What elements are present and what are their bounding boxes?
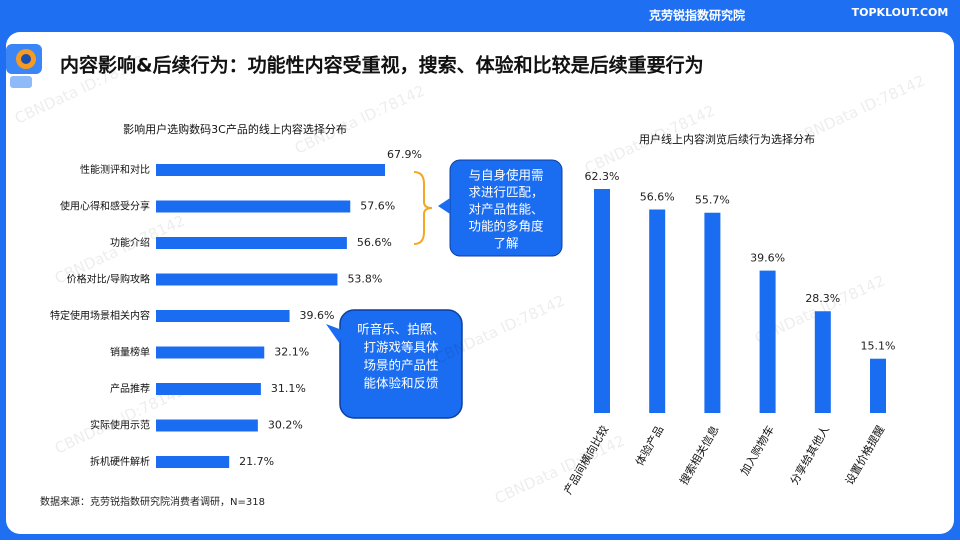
bar [814,311,831,413]
callout-text: 听音乐、拍照、 [357,322,445,337]
value-label: 53.8% [347,273,382,286]
callout-text: 求进行匹配， [468,185,543,200]
bar [156,346,265,359]
source: 数据来源：克劳锐指数研究院消费者调研，N=318 [40,495,265,508]
chart-title: 用户线上内容浏览后续行为选择分布 [639,132,815,146]
category-label: 拆机硬件解析 [90,455,150,468]
callout-text: 对产品性能、 [468,202,543,217]
bar [156,456,230,468]
bar [870,358,886,413]
bar [594,189,610,413]
value-label: 56.6% [640,190,675,203]
value-label: 39.6% [300,309,335,322]
category-label: 产品推荐 [110,382,150,395]
brand: 克劳锐指数研究院 [649,8,745,23]
value-label: 62.3% [585,170,620,183]
chart-title: 影响用户选购数码3C产品的线上内容选择分布 [123,122,347,136]
bar [156,237,347,249]
callout-text: 能体验和反馈 [363,376,438,391]
category-label: 使用心得和感受分享 [60,200,150,213]
page-title: 内容影响&后续行为：功能性内容受重视，搜索、体验和比较是后续重要行为 [60,54,704,77]
value-label: 67.9% [387,148,422,161]
value-label: 57.6% [360,200,395,213]
bar [156,383,261,395]
bar [156,310,290,322]
value-label: 31.1% [271,382,306,395]
callout-box [339,309,463,419]
logo: TOPKLOUT.COM [852,6,949,19]
category-label: 实际使用示范 [90,419,150,432]
category-label: 功能介绍 [110,236,150,249]
bar [156,273,338,286]
category-label: 价格对比/导购攻略 [67,273,150,286]
bar [759,270,776,413]
category-label: 性能测评和对比 [80,163,150,176]
value-label: 32.1% [274,346,309,359]
value-label: 15.1% [861,340,896,353]
icon [6,44,42,88]
callout-text: 打游戏等具体 [363,340,439,355]
bar [156,419,258,432]
callout-pointer [438,198,450,214]
value-label: 21.7% [239,455,274,468]
bar [156,164,385,176]
value-label: 39.6% [750,252,785,265]
bar [649,209,666,413]
value-label: 30.2% [268,419,303,432]
category-label: 特定使用场景相关内容 [50,309,150,322]
category-label: 销量榜单 [110,346,150,359]
callout-pointer [326,324,342,344]
brace [413,171,433,245]
callout-text: 场景的产品性 [363,358,438,373]
value-label: 55.7% [695,194,730,207]
callout-text: 功能的多角度 [468,219,544,234]
bar [156,200,351,213]
callout-text: 与自身使用需 [468,168,543,183]
bar [704,212,721,413]
value-label: 28.3% [805,292,840,305]
value-label: 56.6% [357,236,392,249]
callout-text: 了解 [493,236,518,251]
